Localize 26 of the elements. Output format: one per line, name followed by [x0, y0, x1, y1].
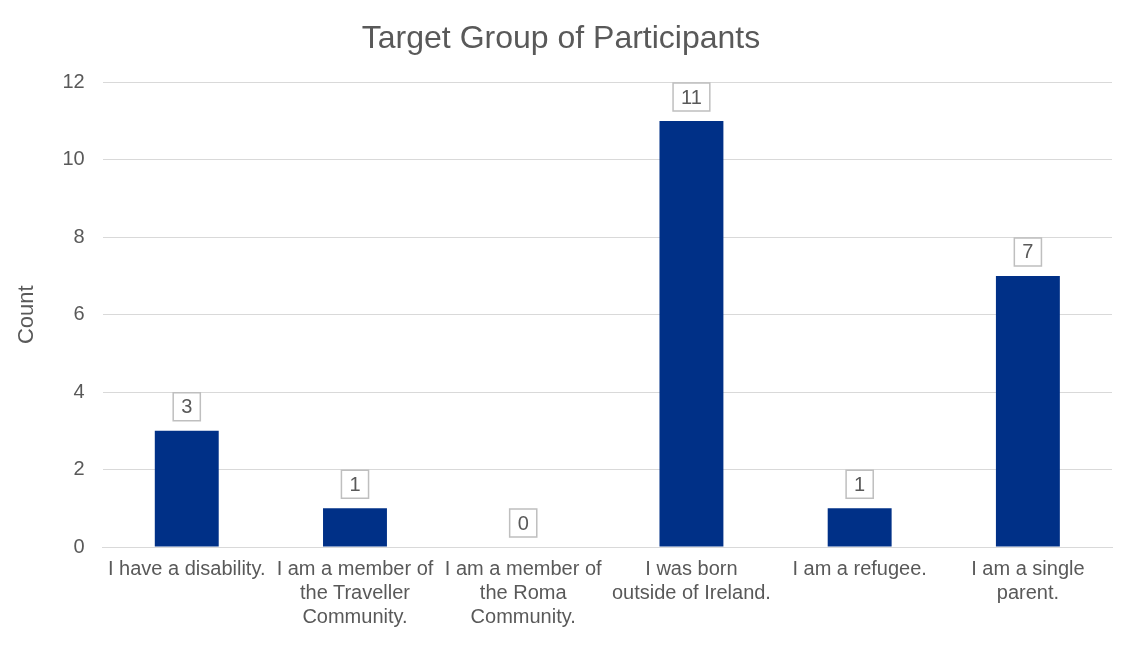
- data-label: 1: [854, 472, 866, 495]
- data-label: 1: [349, 472, 361, 495]
- data-label: 11: [681, 85, 702, 108]
- data-label: 7: [1022, 240, 1034, 263]
- data-label: 0: [517, 511, 529, 534]
- x-tick-label: I am a member of the Traveller Community.: [276, 556, 434, 627]
- y-tick-label: 6: [73, 302, 85, 325]
- x-tick-label: I am a refugee.: [792, 556, 927, 579]
- y-tick-label: 8: [73, 224, 85, 247]
- x-tick-label: I am a single parent.: [971, 556, 1085, 603]
- bar: [323, 508, 387, 547]
- y-tick-label: 4: [73, 379, 85, 402]
- data-label: 3: [181, 395, 193, 418]
- y-tick-label: 0: [73, 534, 85, 557]
- bar: [659, 121, 724, 547]
- bar: [827, 508, 892, 547]
- x-tick-label: I was born outside of Ireland.: [611, 556, 771, 603]
- y-tick-label: 2: [73, 457, 85, 480]
- y-tick-label: 10: [62, 147, 85, 170]
- y-axis-title: Count: [13, 285, 39, 345]
- bar: [995, 275, 1060, 547]
- bar: [154, 430, 219, 547]
- chart-title: Target Group of Participants: [361, 19, 761, 56]
- x-tick-label: I am a member of the Roma Community.: [444, 556, 603, 627]
- x-tick-label: I have a disability.: [108, 556, 266, 579]
- y-tick-label: 12: [62, 69, 85, 92]
